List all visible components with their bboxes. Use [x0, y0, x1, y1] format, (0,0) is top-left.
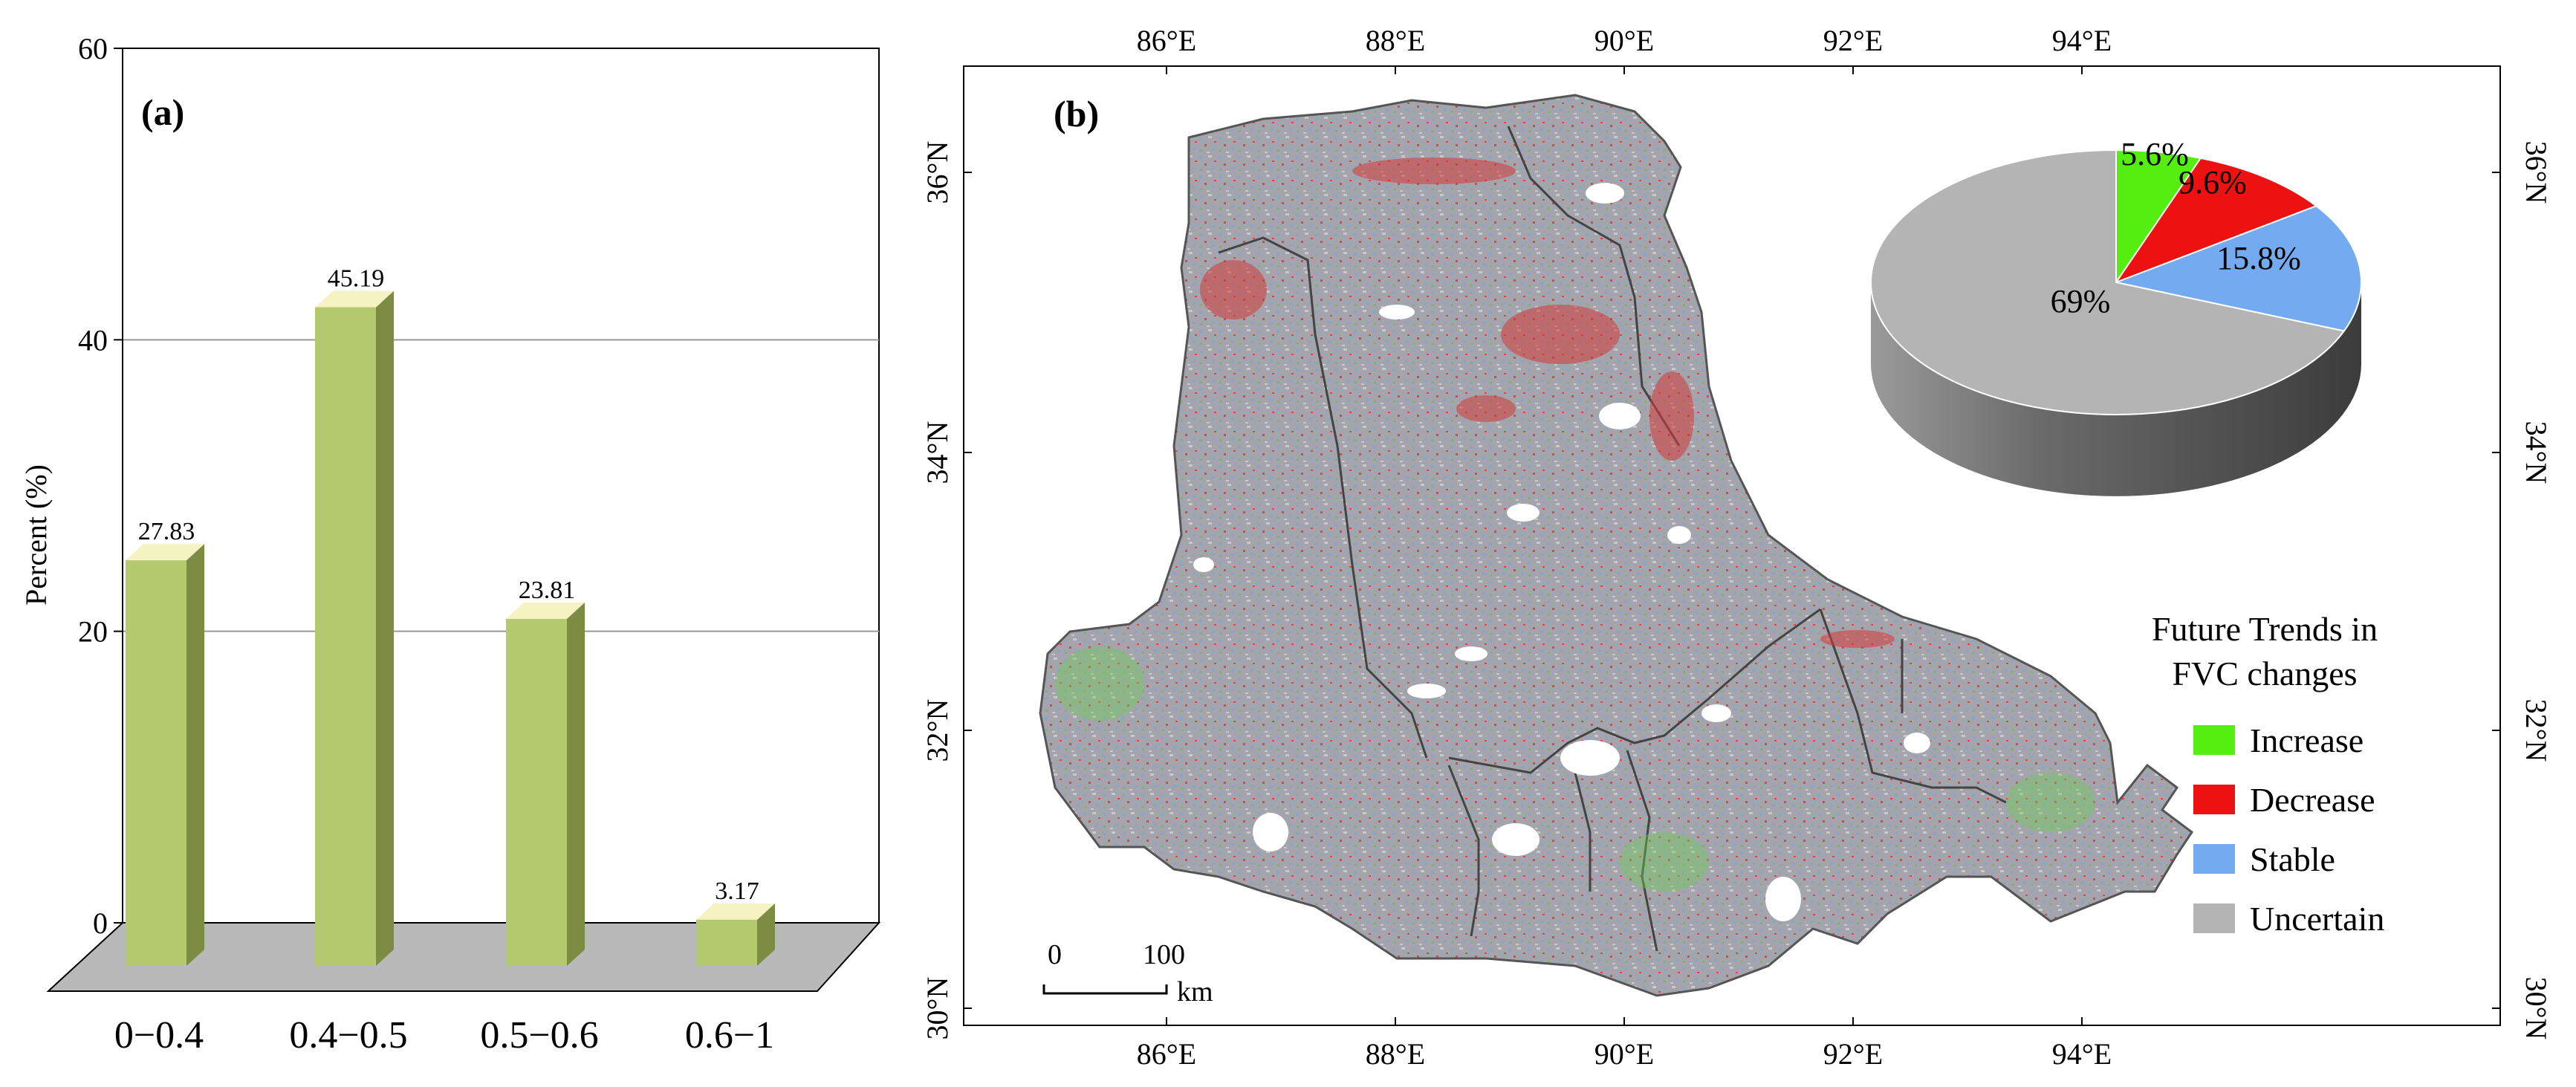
longitude-labels-bottom: 86°E 88°E 90°E 92°E 94°E	[1137, 1017, 2112, 1071]
gridlines	[123, 339, 879, 632]
lon-label-bottom: 90°E	[1594, 1037, 1654, 1071]
legend-swatch	[2193, 844, 2235, 874]
longitude-labels-top: 86°E 88°E 90°E 92°E 94°E	[1137, 24, 2112, 74]
legend-title-line1: Future Trends in	[2152, 610, 2378, 648]
panel-a-label: (a)	[141, 91, 184, 133]
scale-bar-line	[1042, 984, 1168, 995]
bar	[126, 560, 186, 966]
bar	[315, 307, 376, 966]
bar-value-label: 3.17	[715, 877, 759, 905]
bars: 27.83 45.19 23.81 3.17	[126, 265, 775, 966]
legend-label: Uncertain	[2250, 900, 2384, 938]
x-tick-label: 0.5−0.6	[480, 1014, 598, 1057]
legend-label: Increase	[2250, 721, 2364, 759]
pie-value-label: 15.8%	[2216, 240, 2301, 276]
bar-value-label: 45.19	[328, 265, 385, 293]
y-tick-labels: 0 20 40 60	[78, 32, 123, 940]
pie-slice	[2113, 205, 2362, 332]
lat-label-left: 34°N	[921, 421, 954, 484]
lon-label-top: 92°E	[1823, 24, 1883, 57]
lon-label-bottom: 88°E	[1366, 1037, 1425, 1071]
plot-floor	[46, 922, 881, 992]
plot-back-wall	[122, 48, 880, 924]
bar-value-label: 27.83	[138, 518, 195, 545]
x-tick-labels: 0−0.4 0.4−0.5 0.5−0.6 0.6−1	[114, 1014, 774, 1057]
x-tick-label: 0.4−0.5	[289, 1014, 407, 1057]
pie-slice	[1870, 149, 2346, 415]
bar-top	[506, 602, 585, 619]
x-tick-label: 0.6−1	[685, 1014, 774, 1057]
pie-side	[1871, 282, 2361, 496]
lat-label-right: 30°N	[2520, 977, 2553, 1040]
scale-hundred: 100	[1143, 939, 1185, 970]
pie-slice	[2114, 157, 2318, 285]
scale-bar: 0 100 km	[1042, 939, 1213, 1007]
panel-b-map: 86°E 88°E 90°E 92°E 94°E 86°E 88°E 90°E 92°E 94°…	[921, 24, 2553, 1071]
pie-chart: 5.6%9.6% 15.8% 69%	[1870, 136, 2362, 496]
pie-value-label: 69%	[2051, 283, 2111, 319]
legend-items: Increase Decrease Stable Uncertain	[2193, 721, 2384, 938]
lon-label-bottom: 92°E	[1823, 1037, 1883, 1071]
bar-top	[315, 291, 394, 308]
water-bodies	[1193, 183, 1930, 921]
latitude-labels-left: 30°N 32°N 34°N 36°N	[921, 141, 972, 1040]
y-axis-title: Percent (%)	[19, 464, 53, 606]
legend-title-line2: FVC changes	[2172, 655, 2357, 692]
decrease-clusters	[1200, 158, 1895, 648]
panel-b-label: (b)	[1054, 93, 1099, 134]
legend-swatch	[2193, 903, 2235, 933]
pie-value-label: 9.6%	[2178, 164, 2247, 201]
lon-label-top: 86°E	[1137, 24, 1196, 57]
lat-label-left: 30°N	[921, 977, 954, 1040]
study-region	[1039, 94, 2194, 997]
lat-label-left: 32°N	[921, 699, 954, 762]
lon-label-top: 88°E	[1366, 24, 1425, 57]
lon-label-bottom: 94°E	[2052, 1037, 2112, 1071]
lat-label-right: 34°N	[2520, 421, 2553, 484]
scale-zero: 0	[1048, 939, 1062, 970]
lon-label-bottom: 86°E	[1137, 1037, 1196, 1071]
lon-label-top: 94°E	[2052, 24, 2112, 57]
y-tick-label: 20	[78, 615, 108, 649]
scale-unit: km	[1177, 976, 1213, 1007]
panel-a-bar-chart: 0 20 40 60 27.83 45.19 23.81 3.17 0−0.4 0.4−0.5…	[19, 32, 881, 1057]
y-tick-label: 60	[78, 32, 108, 65]
lat-label-left: 36°N	[921, 141, 954, 204]
increase-clusters	[1055, 646, 2095, 892]
legend-swatch	[2193, 725, 2235, 755]
province-boundaries	[1218, 126, 2007, 952]
bar-side	[567, 602, 585, 966]
bar-side	[757, 903, 775, 966]
legend: Future Trends in FVC changes Increase Dec…	[2152, 610, 2384, 938]
y-tick-label: 40	[78, 323, 108, 357]
y-tick-label: 0	[93, 906, 108, 940]
bar-value-label: 23.81	[519, 577, 576, 604]
legend-label: Stable	[2250, 840, 2335, 878]
bar-top	[126, 544, 204, 561]
legend-label: Decrease	[2250, 781, 2375, 819]
bar	[696, 919, 757, 966]
latitude-labels-right: 30°N 32°N 34°N 36°N	[2492, 141, 2553, 1040]
bar	[506, 618, 567, 966]
bar-side	[186, 544, 204, 966]
lat-label-right: 32°N	[2520, 699, 2553, 762]
legend-swatch	[2193, 785, 2235, 814]
lat-label-right: 36°N	[2520, 141, 2553, 204]
pie-value-label: 5.6%	[2121, 136, 2189, 172]
bar-side	[376, 291, 394, 966]
x-tick-label: 0−0.4	[114, 1014, 204, 1057]
lon-label-top: 90°E	[1594, 24, 1654, 57]
bar-top	[696, 903, 775, 920]
